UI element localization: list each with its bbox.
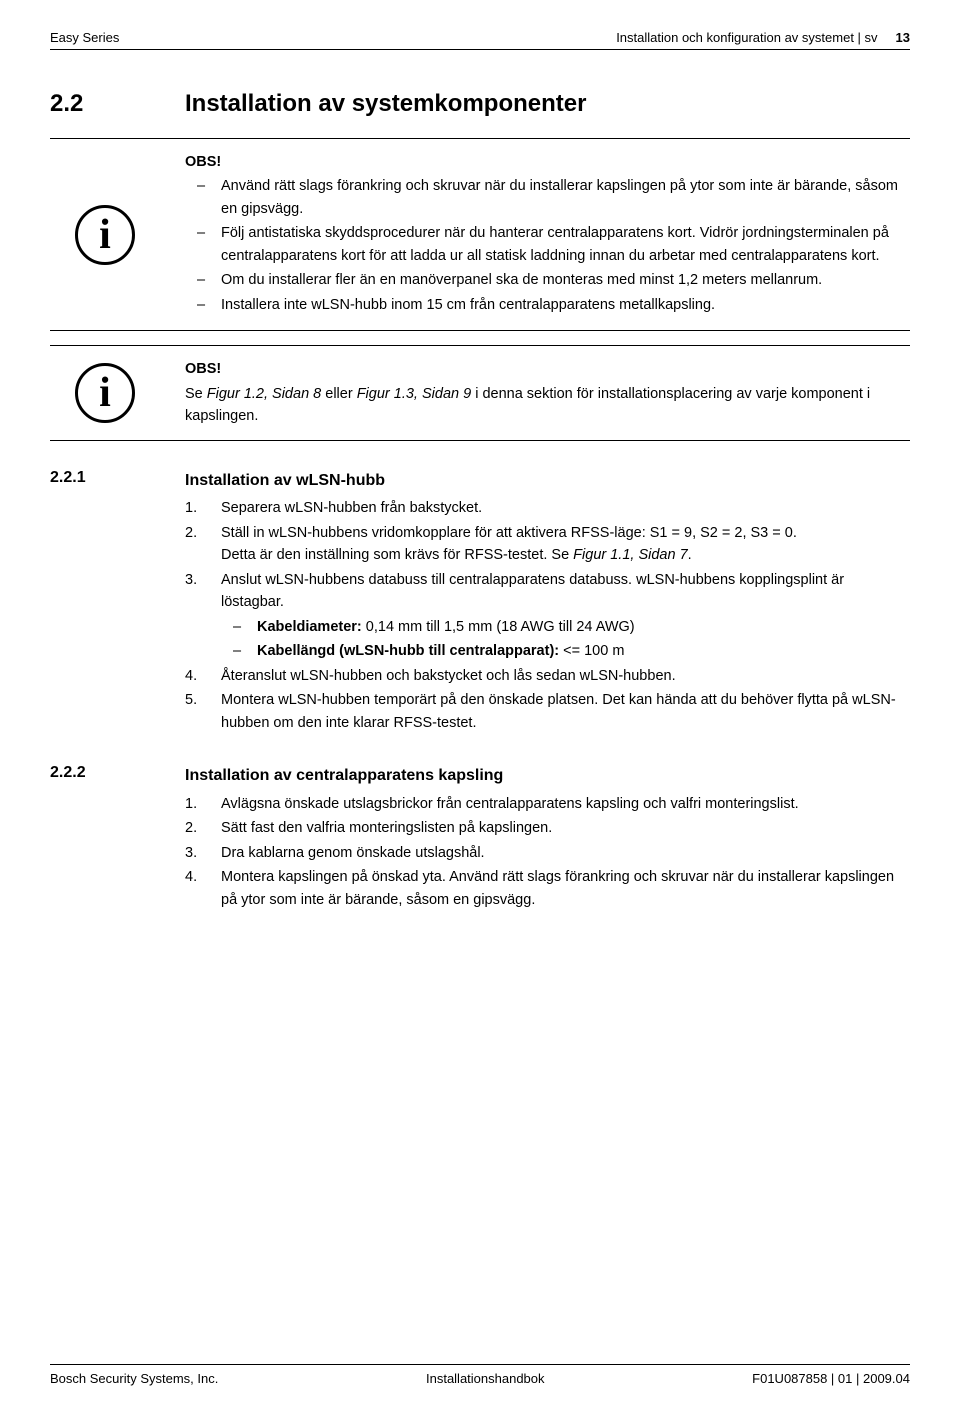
list-text: Montera wLSN-hubben temporärt på den öns…: [221, 692, 896, 730]
list-text: Återanslut wLSN-hubben och bakstycket oc…: [221, 668, 676, 684]
notice-item: Installera inte wLSN-hubb inom 15 cm frå…: [185, 294, 910, 316]
numbered-list: 1. Avlägsna önskade utslagsbrickor från …: [185, 793, 910, 911]
subsection-number: 2.2.1: [50, 469, 185, 736]
notice-text-part: Se: [185, 386, 207, 402]
list-item: 1. Separera wLSN-hubben från bakstycket.: [185, 497, 910, 519]
notice-text: Se Figur 1.2, Sidan 8 eller Figur 1.3, S…: [185, 383, 910, 428]
footer-doc-id: F01U087858 | 01 | 2009.04: [752, 1371, 910, 1386]
notice-item: Använd rätt slags förankring och skruvar…: [185, 175, 910, 220]
footer-rule: [50, 1364, 910, 1365]
notice-content: OBS! Använd rätt slags förankring och sk…: [185, 151, 910, 318]
list-text: .: [688, 547, 692, 563]
figure-reference: Figur 1.1, Sidan 7: [573, 547, 687, 563]
page-header: Easy Series Installation och konfigurati…: [50, 30, 910, 45]
notice-content: OBS! Se Figur 1.2, Sidan 8 eller Figur 1…: [185, 358, 910, 427]
list-text: Dra kablarna genom önskade utslagshål.: [221, 845, 485, 861]
subsection-2-2-2: 2.2.2 Installation av centralapparatens …: [50, 764, 910, 913]
spec-value: <= 100 m: [559, 643, 624, 659]
spec-label: Kabeldiameter:: [257, 619, 362, 635]
subsection-body: Installation av centralapparatens kapsli…: [185, 764, 910, 913]
list-item: 5. Montera wLSN-hubben temporärt på den …: [185, 689, 910, 734]
list-number: 1.: [185, 497, 197, 519]
info-icon: i: [75, 363, 135, 423]
nested-item: Kabeldiameter: 0,14 mm till 1,5 mm (18 A…: [221, 616, 910, 638]
spec-label: Kabellängd (wLSN-hubb till centralappara…: [257, 643, 559, 659]
notice-label: OBS!: [185, 358, 910, 380]
list-number: 4.: [185, 866, 197, 888]
list-item: 4. Montera kapslingen på önskad yta. Anv…: [185, 866, 910, 911]
footer-company: Bosch Security Systems, Inc.: [50, 1371, 218, 1386]
header-page-number: 13: [896, 30, 910, 45]
subsection-title: Installation av centralapparatens kapsli…: [185, 764, 910, 789]
list-item: 2. Sätt fast den valfria monteringsliste…: [185, 817, 910, 839]
list-text: Montera kapslingen på önskad yta. Använd…: [221, 869, 894, 907]
page-footer: Bosch Security Systems, Inc. Installatio…: [50, 1364, 910, 1386]
subsection-number: 2.2.2: [50, 764, 185, 913]
info-icon: i: [75, 205, 135, 265]
notice-icon-cell: i: [50, 151, 160, 318]
figure-reference: Figur 1.2, Sidan 8: [207, 386, 321, 402]
footer-doc-title: Installationshandbok: [426, 1371, 545, 1386]
notice-item: Om du installerar fler än en manöverpane…: [185, 269, 910, 291]
list-number: 4.: [185, 665, 197, 687]
notice-list: Använd rätt slags förankring och skruvar…: [185, 175, 910, 316]
list-item: 1. Avlägsna önskade utslagsbrickor från …: [185, 793, 910, 815]
nested-list: Kabeldiameter: 0,14 mm till 1,5 mm (18 A…: [221, 616, 910, 663]
section-title: Installation av systemkomponenter: [185, 90, 586, 118]
header-chapter: Installation och konfiguration av system…: [616, 30, 877, 45]
list-text: Separera wLSN-hubben från bakstycket.: [221, 500, 482, 516]
subsection-2-2-1: 2.2.1 Installation av wLSN-hubb 1. Separ…: [50, 469, 910, 736]
notice-icon-cell: i: [50, 358, 160, 427]
list-item: 3. Dra kablarna genom önskade utslagshål…: [185, 842, 910, 864]
subsection-body: Installation av wLSN-hubb 1. Separera wL…: [185, 469, 910, 736]
list-text: Avlägsna önskade utslagsbrickor från cen…: [221, 796, 799, 812]
list-number: 5.: [185, 689, 197, 711]
list-number: 1.: [185, 793, 197, 815]
list-text: Sätt fast den valfria monteringslisten p…: [221, 820, 552, 836]
list-text: Detta är den inställning som krävs för R…: [221, 547, 573, 563]
list-number: 3.: [185, 569, 197, 591]
nested-item: Kabellängd (wLSN-hubb till centralappara…: [221, 640, 910, 662]
notice-block-2: i OBS! Se Figur 1.2, Sidan 8 eller Figur…: [50, 345, 910, 440]
list-text: Ställ in wLSN-hubbens vridomkopplare för…: [221, 525, 797, 541]
header-series: Easy Series: [50, 30, 119, 45]
list-number: 3.: [185, 842, 197, 864]
list-item: 2. Ställ in wLSN-hubbens vridomkopplare …: [185, 522, 910, 567]
section-heading: 2.2 Installation av systemkomponenter: [50, 90, 910, 118]
notice-item: Följ antistatiska skyddsprocedurer när d…: [185, 222, 910, 267]
header-rule: [50, 49, 910, 50]
figure-reference: Figur 1.3, Sidan 9: [357, 386, 471, 402]
numbered-list: 1. Separera wLSN-hubben från bakstycket.…: [185, 497, 910, 734]
notice-text-part: eller: [321, 386, 356, 402]
list-text: Anslut wLSN-hubbens databuss till centra…: [221, 572, 844, 610]
list-number: 2.: [185, 522, 197, 544]
spec-value: 0,14 mm till 1,5 mm (18 AWG till 24 AWG): [362, 619, 635, 635]
notice-block-1: i OBS! Använd rätt slags förankring och …: [50, 138, 910, 331]
subsection-title: Installation av wLSN-hubb: [185, 469, 910, 494]
list-item: 4. Återanslut wLSN-hubben och bakstycket…: [185, 665, 910, 687]
notice-label: OBS!: [185, 151, 910, 173]
list-number: 2.: [185, 817, 197, 839]
section-number: 2.2: [50, 90, 185, 118]
list-item: 3. Anslut wLSN-hubbens databuss till cen…: [185, 569, 910, 663]
